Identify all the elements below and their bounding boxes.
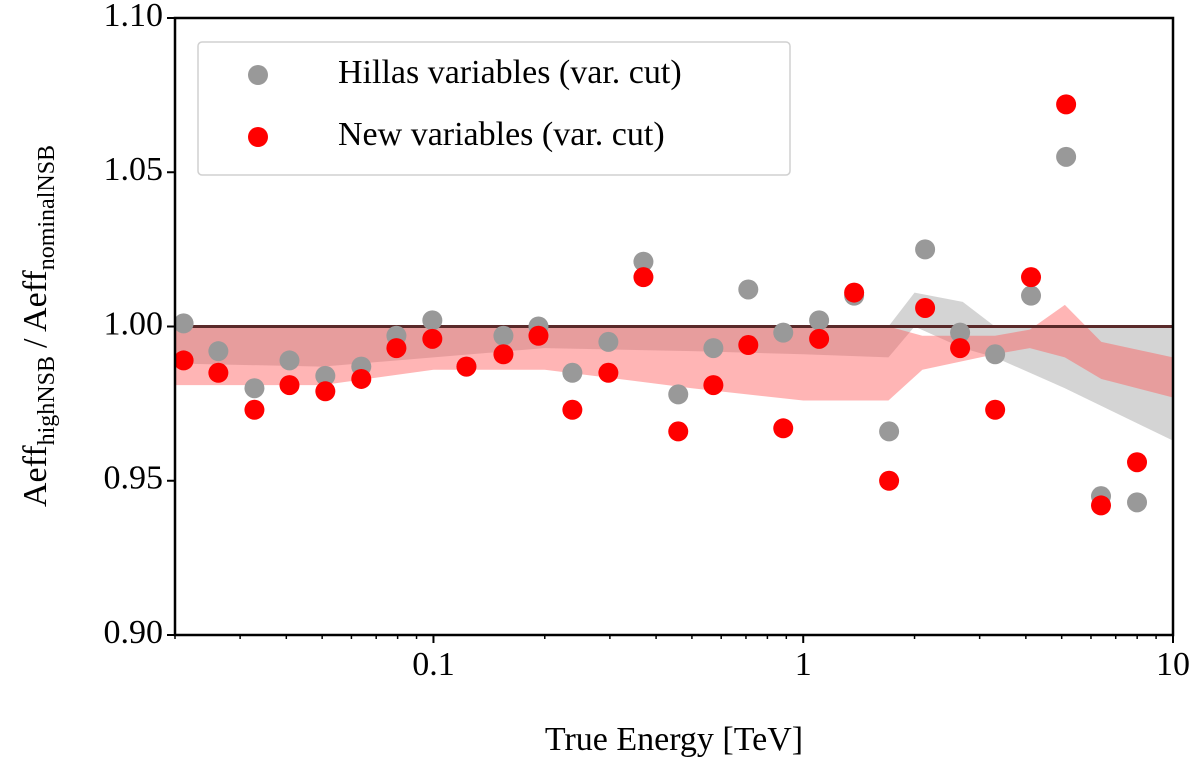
point	[175, 350, 194, 371]
point	[208, 362, 229, 383]
point	[1021, 285, 1042, 306]
point	[633, 267, 654, 288]
y-tick-label: 0.95	[104, 460, 164, 497]
point	[950, 338, 971, 359]
point	[703, 375, 724, 396]
point	[1056, 94, 1077, 115]
data-layer	[175, 94, 1173, 516]
point	[668, 421, 689, 442]
point	[279, 350, 300, 371]
point	[315, 365, 336, 386]
point	[668, 384, 689, 405]
legend-marker	[248, 127, 268, 147]
x-axis-label: True Energy [TeV]	[545, 721, 803, 758]
point	[528, 325, 549, 346]
point	[279, 375, 300, 396]
y-label-sub: nominalNSB	[34, 145, 60, 270]
point	[809, 310, 830, 331]
point	[456, 356, 477, 377]
point	[773, 322, 794, 343]
point	[879, 421, 900, 442]
point	[208, 341, 229, 362]
point	[598, 362, 619, 383]
point	[386, 338, 407, 359]
point	[1056, 146, 1077, 167]
point	[315, 381, 336, 402]
point	[879, 470, 900, 491]
y-axis-label: AeffhighNSB / AeffnominalNSB	[17, 145, 60, 507]
y-tick-label: 0.90	[104, 614, 164, 651]
point	[1127, 452, 1148, 473]
point	[773, 418, 794, 439]
y-label-part: Aeff	[17, 445, 54, 507]
point	[562, 399, 583, 420]
band	[175, 304, 1173, 401]
point	[738, 279, 759, 300]
plot-area: 0.90 0.95 1.00 1.05 1.10 0.1 1 10 Hillas variabl…	[104, 0, 1191, 683]
y-label-sub: highNSB	[34, 356, 60, 445]
point	[1021, 267, 1042, 288]
y-tick-label: 1.00	[104, 305, 164, 342]
y-tick-label: 1.10	[104, 0, 164, 34]
point	[562, 362, 583, 383]
point	[422, 328, 443, 349]
point	[351, 368, 372, 389]
point	[950, 322, 971, 343]
point	[633, 251, 654, 272]
point	[915, 239, 936, 260]
point	[985, 344, 1006, 365]
point	[1091, 495, 1112, 516]
point	[703, 338, 724, 359]
point	[493, 325, 514, 346]
y-tick-label: 1.05	[104, 151, 164, 188]
point	[738, 335, 759, 356]
legend-label: New variables (var. cut)	[338, 116, 665, 153]
y-label-part: / Aeff	[17, 270, 54, 348]
legend-marker	[248, 65, 268, 85]
point	[493, 344, 514, 365]
x-tick-label: 1	[795, 646, 812, 683]
point	[985, 399, 1006, 420]
legend-label: Hillas variables (var. cut)	[338, 54, 682, 91]
point	[1127, 492, 1148, 513]
point	[598, 331, 619, 352]
point	[244, 399, 265, 420]
point	[422, 310, 443, 331]
point	[175, 313, 194, 334]
point	[809, 328, 830, 349]
point	[244, 378, 265, 399]
x-tick-label: 0.1	[412, 646, 455, 683]
point	[844, 282, 865, 303]
x-tick-label: 10	[1156, 646, 1190, 683]
band	[175, 292, 1173, 441]
point	[915, 297, 936, 318]
legend-box	[197, 41, 791, 176]
